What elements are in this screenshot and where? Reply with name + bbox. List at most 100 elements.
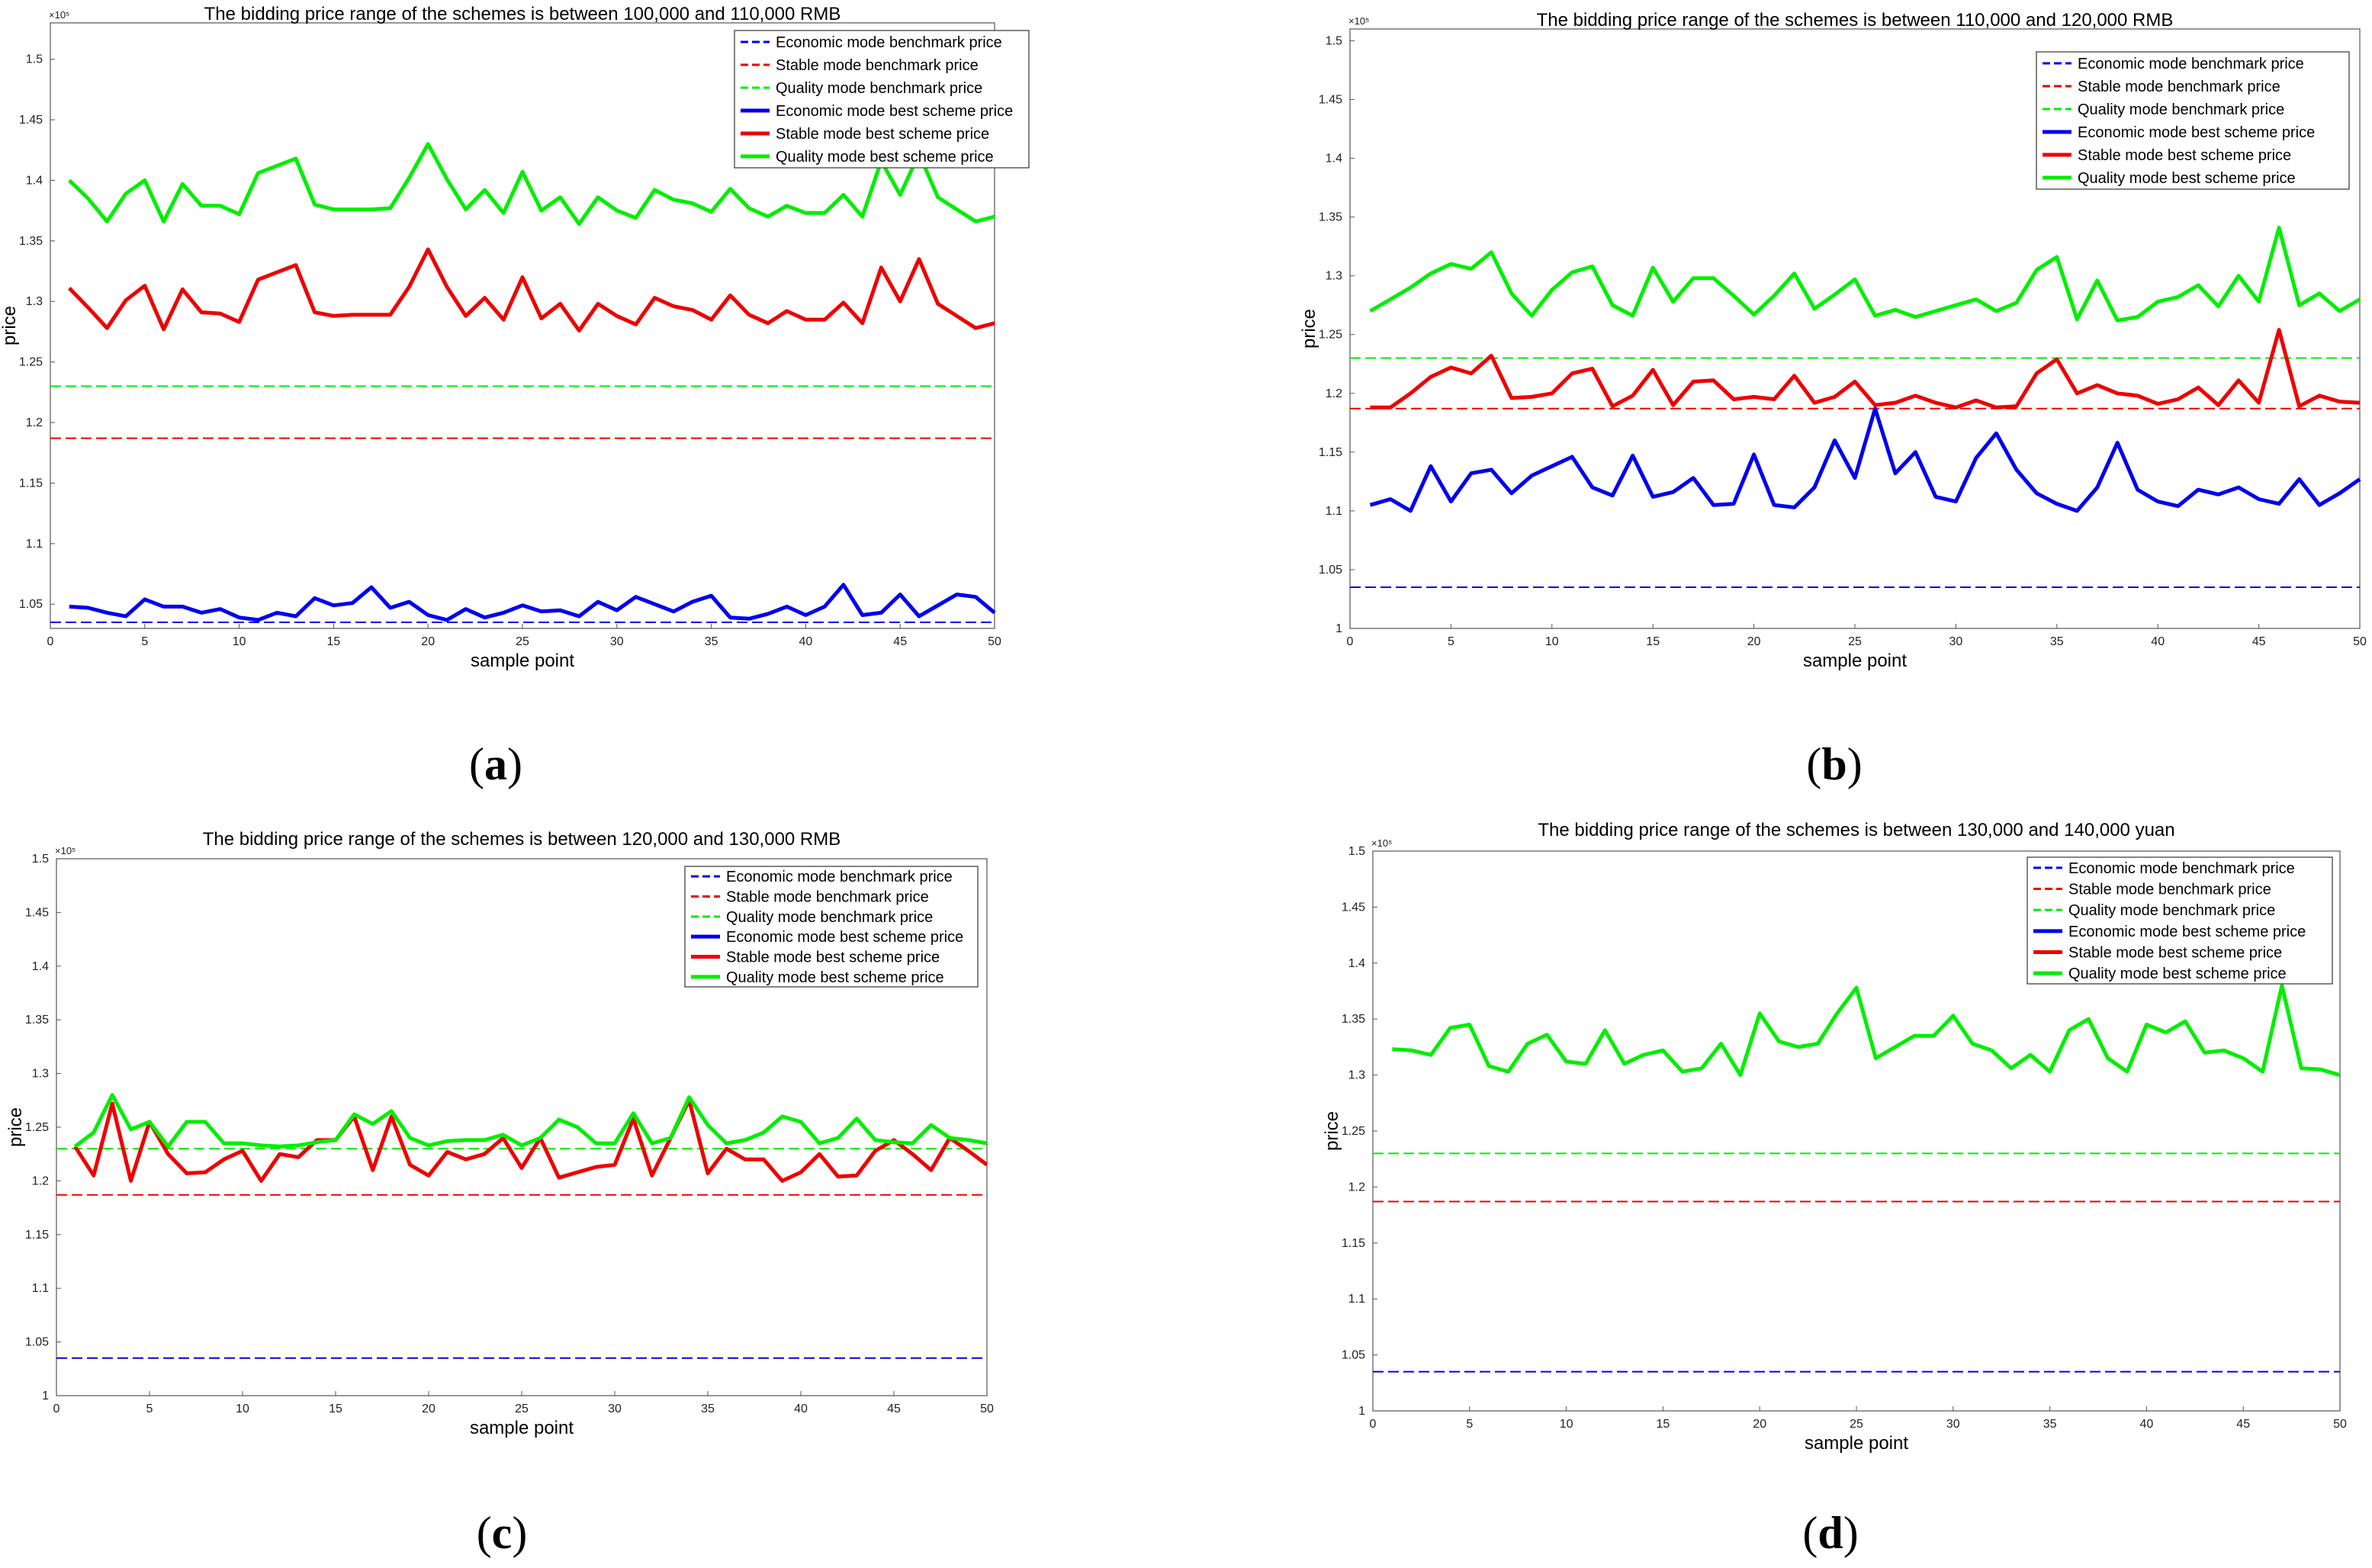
legend-entry: Economic mode best scheme price — [2068, 924, 2306, 940]
quality-best-scheme-line — [1392, 983, 2341, 1078]
x-tick-label: 25 — [1850, 1418, 1863, 1431]
chart-title: The bidding price range of the schemes i… — [204, 4, 841, 24]
x-tick-label: 50 — [2333, 1418, 2347, 1431]
x-tick-label: 20 — [1747, 635, 1761, 648]
y-tick-label: 1.35 — [1319, 211, 1342, 224]
panel-label: (a) — [469, 739, 522, 789]
x-tick-label: 20 — [421, 635, 435, 648]
legend-entry: Economic mode best scheme price — [2078, 124, 2315, 141]
legend-entry: Economic mode benchmark price — [726, 869, 953, 885]
legend-entry: Quality mode best scheme price — [2078, 170, 2296, 187]
y-tick-label: 1.25 — [25, 1121, 49, 1134]
chart-panel-d: The bidding price range of the schemes i… — [1322, 820, 2347, 1558]
y-tick-label: 1.2 — [1348, 1181, 1365, 1194]
x-tick-label: 30 — [610, 635, 624, 648]
x-tick-label: 40 — [794, 1403, 808, 1415]
x-tick-label: 0 — [47, 635, 54, 648]
axis-exponent: ×10⁵ — [49, 9, 69, 21]
x-tick-label: 5 — [141, 635, 148, 648]
y-tick-label: 1.45 — [25, 906, 49, 919]
y-tick-label: 1.2 — [32, 1174, 49, 1187]
y-tick-label: 1.45 — [1342, 901, 1365, 914]
y-tick-label: 1.35 — [25, 1014, 49, 1027]
x-tick-label: 15 — [1657, 1418, 1670, 1431]
y-tick-label: 1 — [1358, 1405, 1365, 1418]
y-tick-label: 1.4 — [1348, 957, 1365, 970]
y-tick-label: 1.05 — [1319, 564, 1342, 577]
x-tick-label: 45 — [2252, 635, 2266, 648]
economic-best-scheme-line — [1369, 406, 2361, 513]
x-axis-label: sample point — [1803, 651, 1907, 671]
x-tick-label: 0 — [1370, 1418, 1377, 1431]
y-tick-label: 1.5 — [32, 853, 49, 866]
axis-exponent: ×10⁵ — [1371, 837, 1392, 849]
x-tick-label: 35 — [705, 635, 718, 648]
x-tick-label: 25 — [515, 1403, 529, 1415]
legend-entry: Quality mode best scheme price — [2068, 966, 2287, 982]
y-tick-label: 1.3 — [32, 1068, 49, 1081]
chart-panel-b: The bidding price range of the schemes i… — [1299, 10, 2367, 789]
legend-box — [2036, 51, 2350, 190]
quality-best-scheme-line — [1369, 226, 2361, 323]
legend-box — [684, 866, 979, 988]
x-tick-label: 25 — [516, 635, 529, 648]
x-tick-label: 40 — [2151, 635, 2165, 648]
x-tick-label: 35 — [2050, 635, 2064, 648]
x-tick-label: 5 — [1466, 1418, 1473, 1431]
y-tick-label: 1 — [1335, 622, 1342, 635]
y-tick-label: 1.1 — [1326, 505, 1342, 518]
y-tick-label: 1 — [42, 1390, 49, 1403]
x-tick-label: 35 — [701, 1403, 715, 1415]
x-tick-label: 10 — [233, 635, 246, 648]
x-tick-label: 5 — [1448, 635, 1454, 648]
legend-entry: Stable mode best scheme price — [2068, 945, 2282, 962]
legend-box — [2026, 856, 2333, 985]
y-tick-label: 1.4 — [32, 960, 49, 973]
y-tick-label: 1.3 — [26, 295, 43, 308]
y-tick-label: 1.2 — [26, 416, 43, 429]
y-axis-label: price — [5, 1107, 26, 1147]
x-tick-label: 40 — [799, 635, 813, 648]
x-tick-label: 15 — [329, 1403, 342, 1415]
y-tick-label: 1.4 — [26, 174, 43, 187]
x-tick-label: 45 — [893, 635, 907, 648]
x-tick-label: 15 — [1646, 635, 1660, 648]
x-tick-label: 50 — [980, 1403, 994, 1415]
legend: Economic mode benchmark price Stable mode… — [2036, 51, 2350, 190]
legend-entry: Quality mode benchmark price — [776, 80, 982, 97]
x-tick-label: 50 — [988, 635, 1001, 648]
legend-entry: Stable mode benchmark price — [2078, 79, 2280, 95]
legend-entry: Economic mode benchmark price — [776, 34, 1002, 51]
y-tick-label: 1.05 — [25, 1336, 49, 1349]
y-tick-label: 1.45 — [1319, 93, 1342, 106]
y-tick-label: 1.05 — [19, 598, 43, 611]
y-axis-label: price — [0, 306, 20, 345]
y-tick-label: 1.15 — [1342, 1237, 1365, 1250]
x-axis-label: sample point — [1805, 1433, 1908, 1454]
x-tick-label: 10 — [236, 1403, 249, 1415]
legend: Economic mode benchmark price Stable mode… — [684, 866, 979, 988]
x-tick-label: 10 — [1560, 1418, 1573, 1431]
chart-title: The bidding price range of the schemes i… — [203, 829, 841, 850]
chart-panel-c: The bidding price range of the schemes i… — [5, 829, 994, 1558]
legend-entry: Quality mode best scheme price — [726, 969, 944, 986]
axis-exponent: ×10⁵ — [55, 845, 76, 856]
y-tick-label: 1.45 — [19, 114, 43, 127]
y-tick-label: 1.05 — [1342, 1349, 1365, 1362]
axis-exponent: ×10⁵ — [1348, 15, 1369, 27]
y-tick-label: 1.25 — [1342, 1125, 1365, 1138]
x-tick-label: 30 — [608, 1403, 622, 1415]
x-tick-label: 5 — [146, 1403, 153, 1415]
y-tick-label: 1.35 — [1342, 1013, 1365, 1026]
legend-entry: Stable mode best scheme price — [776, 126, 989, 143]
x-tick-label: 40 — [2140, 1418, 2154, 1431]
legend: Economic mode benchmark price Stable mode… — [2026, 856, 2333, 985]
x-tick-label: 45 — [887, 1403, 901, 1415]
y-tick-label: 1.2 — [1326, 387, 1342, 400]
y-tick-label: 1.5 — [26, 53, 43, 66]
y-tick-label: 1.25 — [19, 356, 43, 369]
legend-entry: Stable mode best scheme price — [726, 949, 940, 966]
legend-entry: Economic mode benchmark price — [2068, 860, 2295, 877]
y-tick-label: 1.1 — [32, 1282, 49, 1295]
chart-title: The bidding price range of the schemes i… — [1538, 820, 2174, 840]
